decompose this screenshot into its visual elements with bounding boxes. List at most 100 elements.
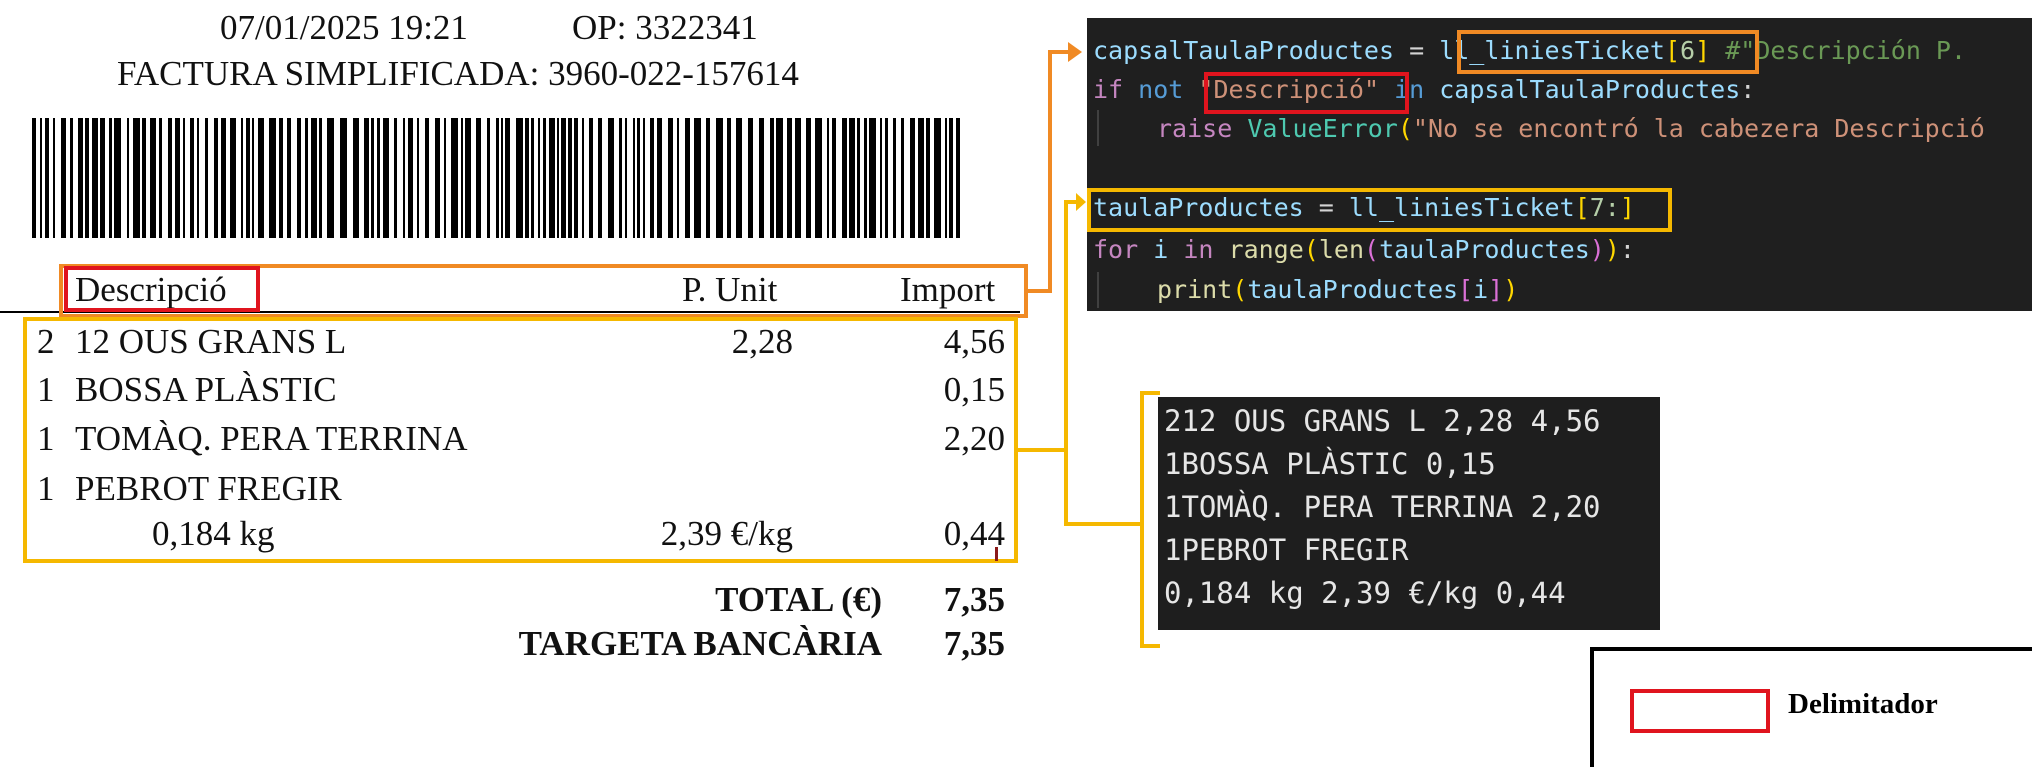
code-table-box (1087, 188, 1672, 232)
barcode-bar (619, 118, 622, 238)
code-index6-box (1457, 30, 1759, 74)
barcode-bar (394, 118, 397, 238)
barcode-bar (221, 118, 226, 238)
item-import: 4,56 (943, 322, 1005, 361)
barcode-bar (496, 118, 499, 238)
barcode-bar (159, 118, 162, 238)
box-corner-mark (995, 547, 998, 561)
code-token: range (1228, 235, 1304, 264)
barcode-bar (279, 118, 283, 238)
barcode-bar (637, 118, 640, 238)
barcode-bar (538, 118, 540, 238)
code-token: taulaProductes (1093, 193, 1304, 222)
barcode-bar (53, 118, 55, 238)
code-line-5: taulaProductes = ll_liniesTicket[7:] (1093, 193, 1635, 222)
barcode-bar (476, 118, 481, 238)
barcode-bar (319, 118, 322, 238)
barcode-bar (849, 118, 855, 238)
barcode-bar (214, 118, 218, 238)
barcode-bar (625, 118, 627, 238)
item-desc: 12 OUS GRANS L (75, 322, 347, 361)
output-line: 0,184 kg 2,39 €/kg 0,44 (1164, 576, 1566, 610)
item-import: 0,15 (943, 370, 1005, 409)
barcode-bar (589, 118, 593, 238)
barcode-bar (100, 118, 105, 238)
orange-arrow (1028, 50, 1072, 293)
barcode (32, 118, 960, 238)
barcode-bar (364, 118, 369, 238)
code-token: capsalTaulaProductes (1093, 36, 1395, 65)
barcode-bar (787, 118, 792, 238)
code-token: 6 (1680, 36, 1696, 65)
barcode-bar (353, 118, 359, 238)
header-delimiter-box (64, 266, 260, 312)
barcode-bar (598, 118, 602, 238)
barcode-bar (70, 118, 73, 238)
code-token: if (1093, 75, 1124, 104)
header-desc: Descripció (75, 270, 227, 309)
item-unit: 2,28 (731, 322, 793, 361)
code-line-1: capsalTaulaProductes = ll_liniesTicket[6… (1093, 36, 1967, 65)
barcode-bar (918, 118, 924, 238)
barcode-bar (461, 118, 463, 238)
barcode-bar (127, 118, 129, 238)
barcode-bar (403, 118, 405, 238)
barcode-bar (109, 118, 112, 238)
barcode-bar (910, 118, 915, 238)
output-line: 1PEBROT FREGIR (1164, 533, 1409, 567)
item-weight: 0,184 kg (152, 514, 275, 553)
barcode-bar (465, 118, 471, 238)
barcode-bar (85, 118, 89, 238)
receipt-datetime: 07/01/2025 19:21 (220, 8, 468, 47)
code-token: capsalTaulaProductes (1439, 75, 1741, 104)
orange-arrowhead (1068, 42, 1082, 62)
code-line-6: for i in range(len(taulaProductes)): (1093, 235, 1635, 264)
barcode-bar (770, 118, 774, 238)
barcode-bar (417, 118, 419, 238)
code-token: len (1318, 235, 1364, 264)
code-token: = (1394, 36, 1440, 65)
barcode-bar (549, 118, 555, 238)
barcode-bar (150, 118, 156, 238)
barcode-bar (190, 118, 194, 238)
card-label: TARGETA BANCÀRIA (518, 624, 882, 663)
item-qty: 2 (37, 322, 55, 361)
output-line: 1BOSSA PLÀSTIC 0,15 (1164, 447, 1496, 481)
barcode-bar (531, 118, 534, 238)
code-token: i (1473, 275, 1489, 304)
barcode-bar (677, 118, 679, 238)
barcode-bar (501, 118, 503, 238)
code-token: "No se encontró la cabezera Descripció (1412, 114, 1985, 143)
barcode-bar (842, 118, 847, 238)
barcode-bar (864, 118, 867, 238)
barcode-bar (435, 118, 440, 238)
barcode-bar (241, 118, 243, 238)
barcode-bar (926, 118, 930, 238)
barcode-bar (643, 118, 645, 238)
receipt-invoice: FACTURA SIMPLIFICADA: 3960-022-157614 (117, 54, 799, 93)
code-token: : (1740, 75, 1756, 104)
code-delimiter-box (1204, 72, 1409, 114)
barcode-bar (230, 118, 236, 238)
code-token: print (1157, 275, 1233, 304)
code-editor (1087, 18, 2032, 311)
output-line: 1TOMÀQ. PERA TERRINA 2,20 (1164, 490, 1601, 524)
barcode-bar (40, 118, 42, 238)
barcode-bar (650, 118, 654, 238)
barcode-bar (561, 118, 566, 238)
barcode-bar (133, 118, 140, 238)
barcode-bar (934, 118, 941, 238)
barcode-bar (893, 118, 896, 238)
code-token: ll_liniesTicket (1439, 36, 1665, 65)
total-label: TOTAL (€) (715, 580, 882, 619)
barcode-bar (168, 118, 172, 238)
barcode-bar (557, 118, 559, 238)
barcode-bar (269, 118, 276, 238)
barcode-bar (287, 118, 291, 238)
legend: Delimitador (1590, 647, 2032, 767)
code-token: in (1394, 75, 1425, 104)
barcode-bar (32, 118, 36, 238)
code-token: in (1183, 235, 1214, 264)
item-desc: BOSSA PLÀSTIC (75, 370, 337, 409)
console-output (1158, 397, 1660, 630)
